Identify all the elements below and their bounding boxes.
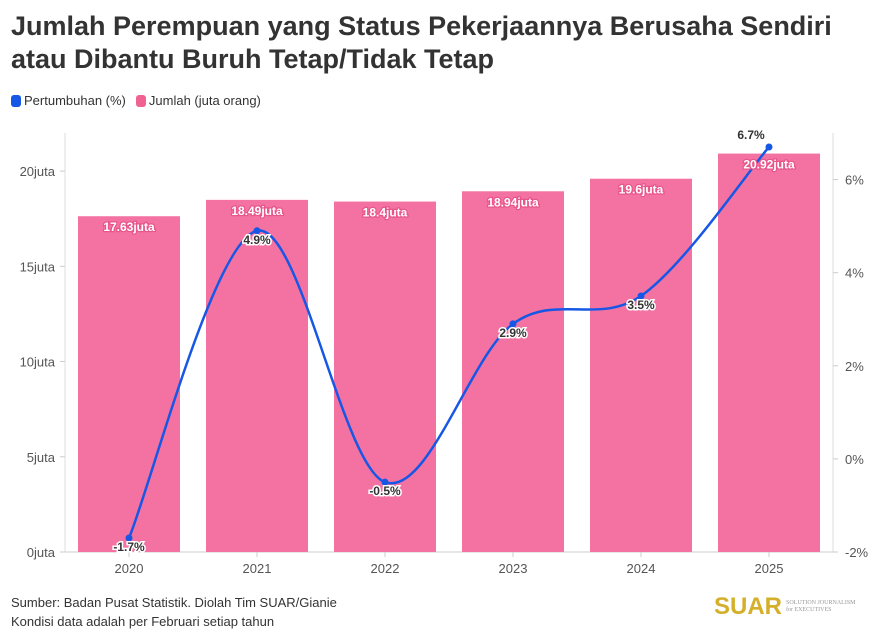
legend: Pertumbuhan (%) Jumlah (juta orang) <box>11 93 261 108</box>
chart-title: Jumlah Perempuan yang Status Pekerjaanny… <box>11 11 832 74</box>
growth-label: -0.5% <box>369 484 401 498</box>
bar <box>78 216 180 552</box>
right-tick-label: 4% <box>845 266 864 281</box>
data-note: Kondisi data adalah per Februari setiap … <box>11 614 275 629</box>
footer: Sumber: Badan Pusat Statistik. Diolah Ti… <box>11 593 337 631</box>
bar <box>718 153 820 552</box>
bar-label: 18.49juta <box>231 204 283 218</box>
x-tick-label: 2025 <box>755 561 784 576</box>
right-tick-label: 2% <box>845 359 864 374</box>
x-tick-label: 2020 <box>115 561 144 576</box>
growth-label: 3.5% <box>627 298 655 312</box>
legend-item-count[interactable]: Jumlah (juta orang) <box>135 93 261 108</box>
growth-point <box>125 534 133 542</box>
bar <box>206 199 308 552</box>
legend-swatch <box>135 95 146 107</box>
legend-swatch <box>11 95 21 107</box>
x-tick-label: 2024 <box>627 561 656 576</box>
x-tick-label: 2021 <box>243 561 272 576</box>
bar <box>334 201 436 552</box>
growth-point <box>253 227 261 235</box>
growth-point <box>381 478 389 486</box>
bar-label: 18.94juta <box>487 195 539 209</box>
suar-logo: SUAR SOLUTION JOURNALISM for EXECUTIVES <box>714 593 856 621</box>
left-tick-label: 20juta <box>20 164 56 179</box>
right-tick-label: 6% <box>845 173 864 188</box>
bar-label: 18.4juta <box>363 206 408 220</box>
logo-tagline: SOLUTION JOURNALISM for EXECUTIVES <box>786 600 856 613</box>
x-tick-label: 2022 <box>371 561 400 576</box>
legend-label: Pertumbuhan (%) <box>24 93 126 108</box>
growth-point <box>765 143 773 151</box>
bar <box>590 178 692 552</box>
growth-label: 2.9% <box>499 326 527 340</box>
right-tick-label: -2% <box>845 545 869 560</box>
growth-line <box>127 146 770 539</box>
growth-label: 4.9% <box>243 233 271 247</box>
legend-item-growth[interactable]: Pertumbuhan (%) <box>11 93 126 108</box>
logo-name: SUAR <box>714 593 783 620</box>
growth-point <box>637 292 645 300</box>
bar-label: 17.63juta <box>103 220 155 234</box>
left-tick-label: 15juta <box>20 259 56 274</box>
bar-label: 19.6juta <box>619 183 664 197</box>
left-tick-label: 10juta <box>20 355 56 370</box>
growth-label: 6.7% <box>737 128 765 142</box>
bar-label: 20.92juta <box>743 158 795 172</box>
bar <box>462 191 564 552</box>
source-note: Sumber: Badan Pusat Statistik. Diolah Ti… <box>11 595 337 610</box>
legend-label: Jumlah (juta orang) <box>148 93 261 108</box>
x-tick-label: 2023 <box>499 561 528 576</box>
growth-label: -1.7% <box>113 540 145 554</box>
left-tick-label: 5juta <box>27 450 56 465</box>
right-tick-label: 0% <box>845 452 864 467</box>
left-tick-label: 0juta <box>27 545 56 560</box>
growth-point <box>509 320 517 328</box>
